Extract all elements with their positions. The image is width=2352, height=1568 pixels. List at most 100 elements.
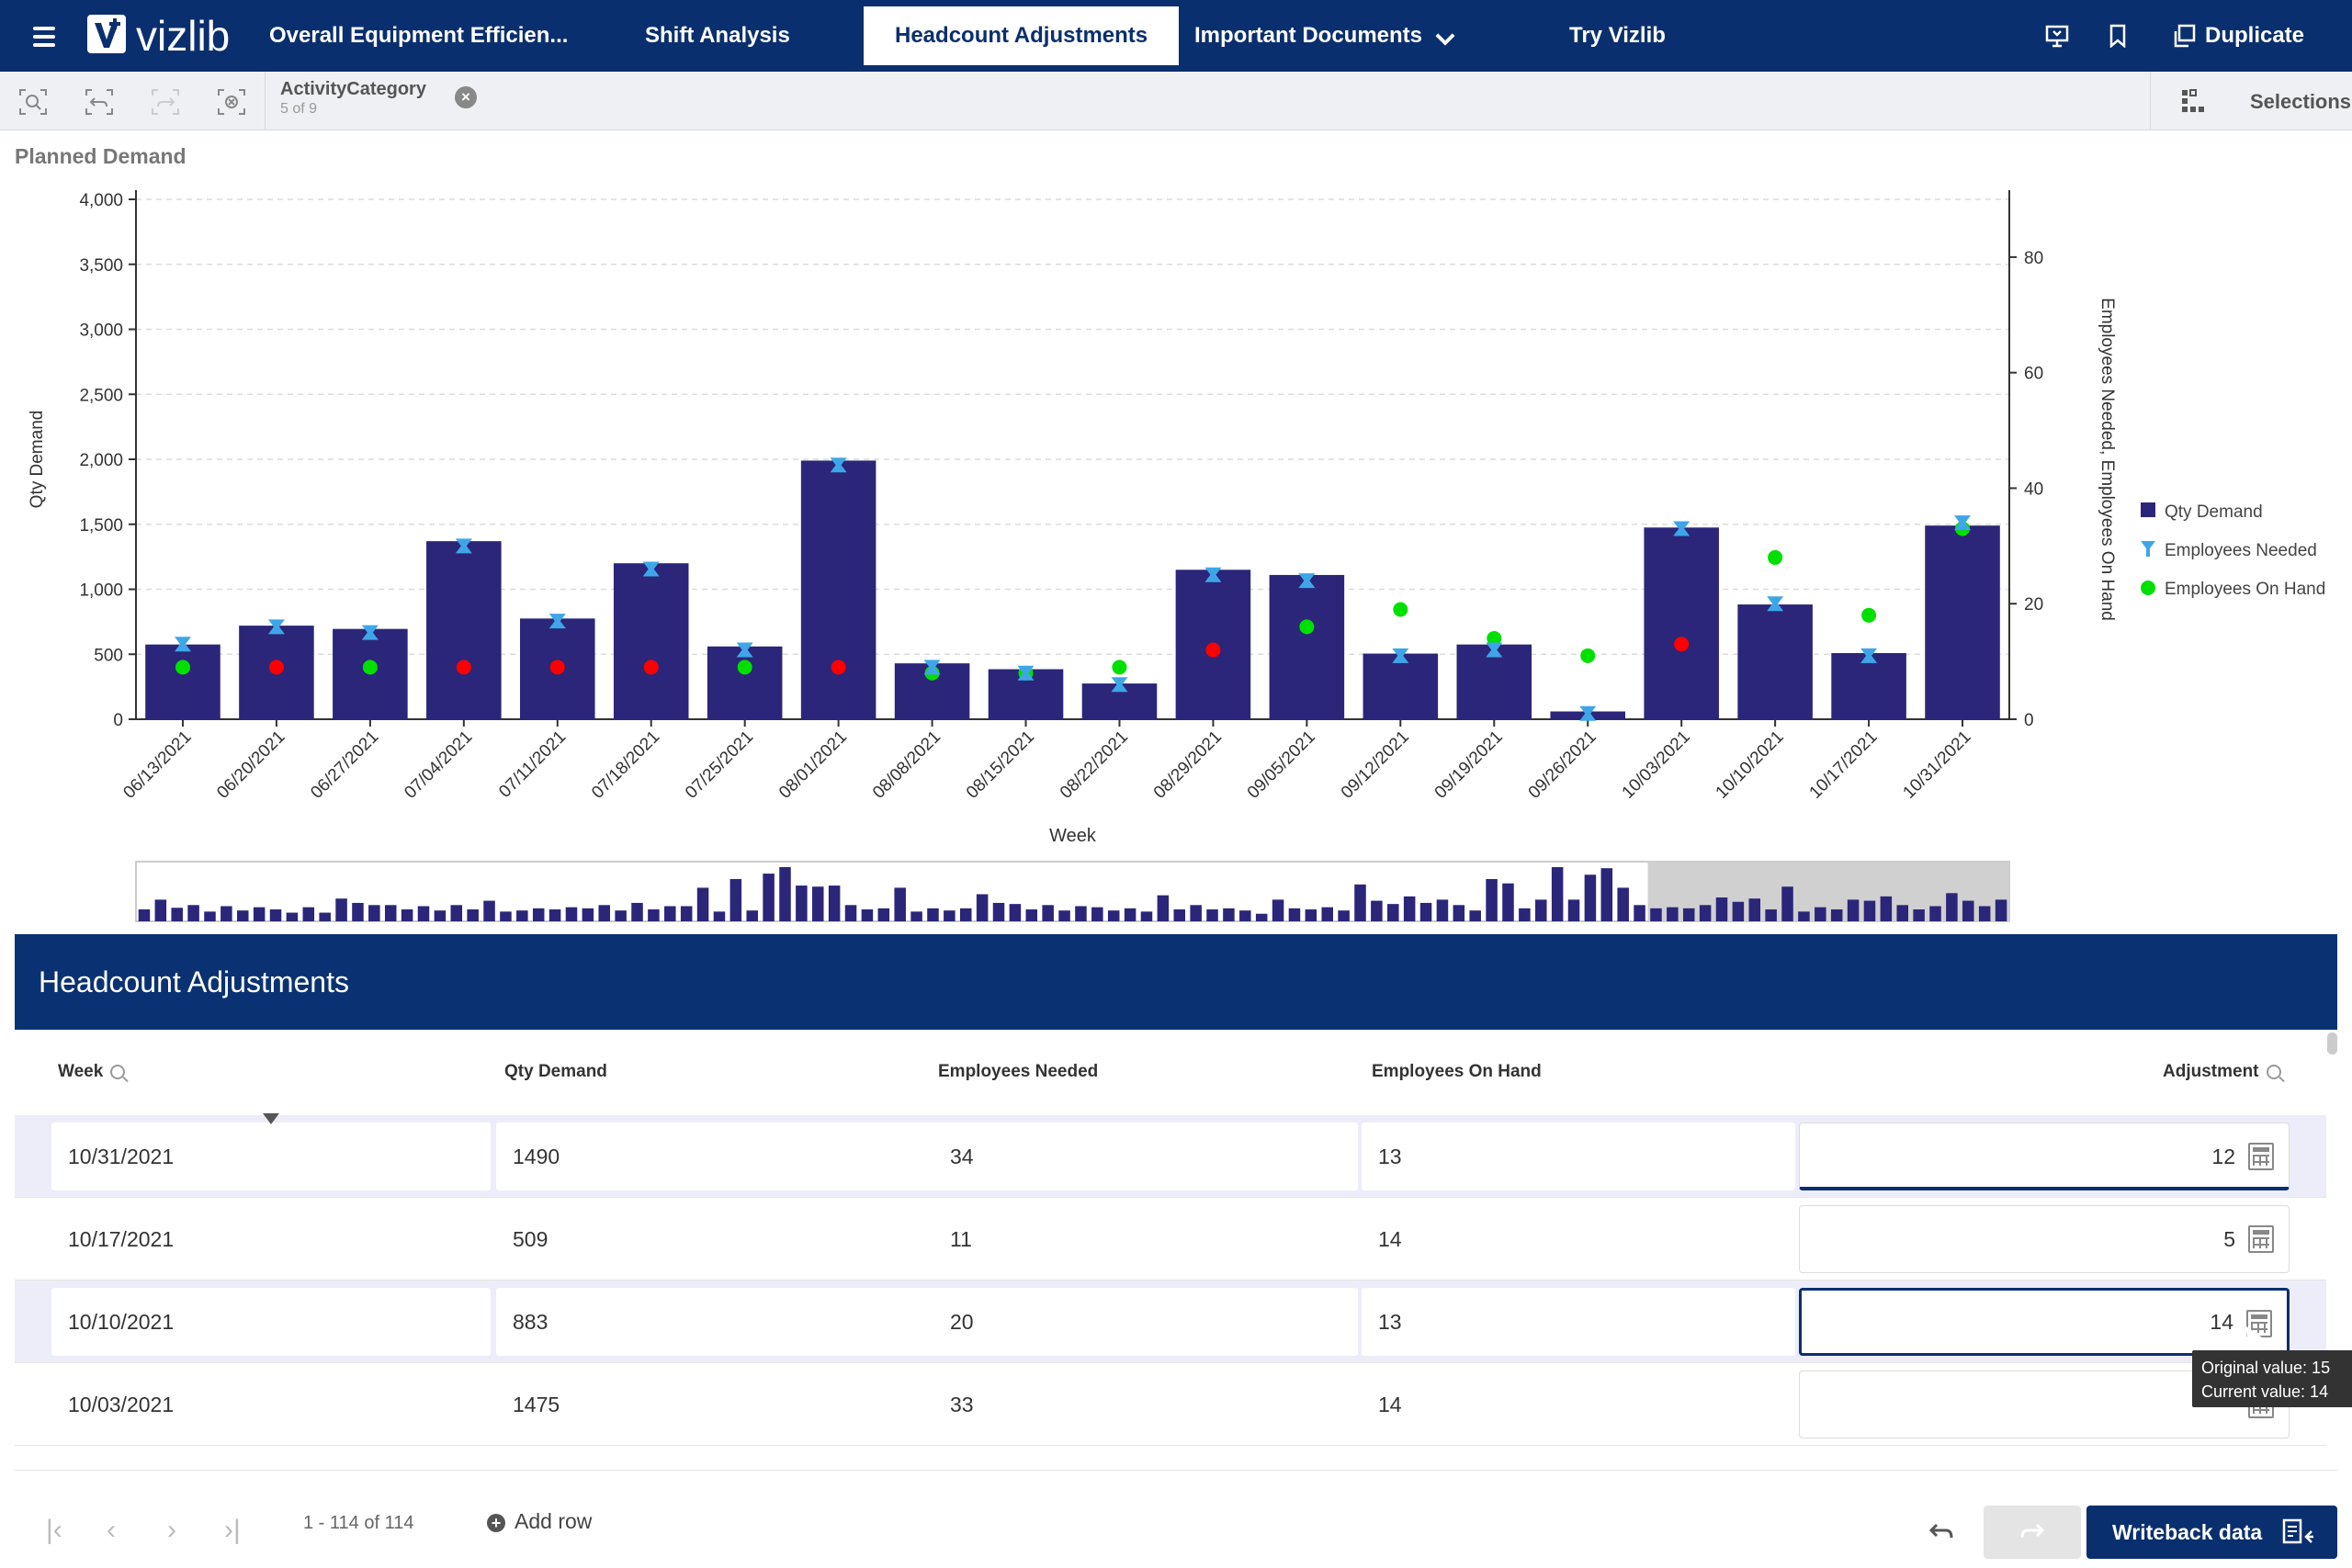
x-tick-label: 07/04/2021 — [401, 728, 476, 803]
overview-bar — [1288, 908, 1301, 921]
tab-overall-equipment-efficiency[interactable]: Overall Equipment Efficien... — [269, 23, 569, 48]
column-header-week[interactable]: Week — [58, 1062, 126, 1082]
adjustment-input-focused[interactable]: 14 — [1799, 1288, 2290, 1356]
y-tick-label: 500 — [94, 646, 123, 665]
first-page-icon[interactable]: |‹ — [46, 1515, 62, 1545]
tab-try-vizlib[interactable]: Try Vizlib — [1569, 23, 1666, 48]
writeback-label: Writeback data — [2112, 1520, 2263, 1544]
overview-bar — [1913, 909, 1925, 921]
overview-bar — [1009, 904, 1022, 921]
overview-bar — [532, 908, 545, 921]
y2-tick-label: 0 — [2024, 711, 2034, 730]
column-header-employees-on-hand[interactable]: Employees On Hand — [1372, 1062, 1542, 1081]
overview-bar — [1239, 910, 1251, 921]
employees-on-hand-cell: 13 — [1362, 1122, 1795, 1190]
add-row-button[interactable]: + Add row — [487, 1509, 592, 1534]
sort-descending-icon[interactable] — [263, 1113, 279, 1124]
column-header-adjustment[interactable]: Adjustment — [2163, 1062, 2281, 1082]
overview-bar — [236, 910, 249, 921]
close-icon[interactable]: × — [455, 86, 477, 108]
point-employees-needed — [1204, 567, 1222, 582]
table-scrollbar[interactable] — [2327, 1032, 2337, 1055]
present-icon[interactable] — [2045, 24, 2069, 48]
y2-axis-title: Employees Needed, Employees On Hand — [2098, 298, 2117, 621]
last-page-icon[interactable]: ›| — [224, 1515, 241, 1545]
duplicate-button[interactable]: Duplicate — [2205, 23, 2305, 48]
bookmark-icon[interactable] — [2106, 24, 2130, 48]
overview-bar — [1880, 896, 1893, 921]
clear-all-selections-icon[interactable] — [217, 88, 246, 116]
y-tick-label: 3,500 — [79, 256, 123, 276]
overview-bar — [976, 894, 989, 921]
bar-qty-demand — [1737, 604, 1813, 719]
previous-page-icon[interactable]: ‹ — [107, 1515, 116, 1545]
point-employees-needed — [1767, 596, 1784, 612]
overview-bar — [1436, 899, 1449, 921]
x-tick-label: 09/19/2021 — [1431, 728, 1507, 803]
overview-bar — [1634, 905, 1645, 921]
hamburger-menu-icon[interactable] — [28, 22, 61, 50]
headcount-panel-header: Headcount Adjustments — [15, 934, 2337, 1030]
undo-button[interactable] — [1907, 1506, 1975, 1559]
bar-qty-demand — [1644, 527, 1719, 719]
step-back-icon[interactable] — [85, 88, 114, 116]
duplicate-icon[interactable] — [2172, 24, 2196, 48]
overview-bar — [796, 886, 808, 921]
chevron-down-icon[interactable] — [1433, 28, 1457, 51]
overview-bar — [548, 909, 561, 921]
overview-bar — [894, 887, 906, 921]
point-employees-on-hand — [175, 660, 190, 675]
smart-search-icon[interactable] — [18, 88, 48, 116]
bar-qty-demand — [800, 460, 876, 719]
table-row[interactable]: 10/03/2021 1475 33 14 — [15, 1363, 2326, 1446]
tab-important-documents[interactable]: Important Documents — [1194, 23, 1423, 48]
overview-bar — [1847, 899, 1860, 921]
selections-button[interactable]: Selections — [2150, 72, 2352, 130]
point-employees-needed — [1486, 642, 1503, 658]
column-header-qty-demand[interactable]: Qty Demand — [504, 1062, 607, 1081]
overview-bar — [1075, 906, 1087, 921]
step-forward-icon — [152, 89, 179, 115]
legend-label: Employees Needed — [2165, 541, 2317, 560]
overview-bar — [1962, 900, 1974, 921]
calculator-icon[interactable] — [2248, 1225, 2274, 1253]
tab-headcount-adjustments[interactable]: Headcount Adjustments — [864, 6, 1180, 65]
overview-bar — [417, 906, 430, 921]
qty-demand-cell: 509 — [513, 1227, 548, 1251]
writeback-data-button[interactable]: Writeback data — [2086, 1506, 2337, 1559]
selection-chip-activity-category[interactable]: ActivityCategory 5 of 9 × — [265, 72, 485, 130]
overview-bar — [664, 906, 676, 921]
calculator-icon[interactable] — [2246, 1310, 2272, 1337]
next-page-icon[interactable]: › — [167, 1515, 176, 1545]
calculator-icon[interactable] — [2248, 1143, 2274, 1170]
overview-bar — [1830, 909, 1843, 921]
table-footer: |‹ ‹ › ›| 1 - 114 of 114 + Add row Writeb… — [15, 1470, 2337, 1562]
y-tick-label: 1,500 — [79, 516, 123, 536]
overview-bar — [861, 909, 874, 921]
overview-bar — [582, 908, 594, 921]
adjustment-input[interactable]: 5 — [1799, 1205, 2290, 1273]
week-cell: 10/03/2021 — [68, 1393, 175, 1416]
point-employees-needed — [830, 457, 847, 473]
overview-bar — [335, 898, 347, 921]
table-row[interactable]: 10/10/2021 883 20 13 14 — [15, 1280, 2326, 1363]
table-row[interactable]: 10/31/2021 1490 34 13 12 — [15, 1115, 2326, 1198]
overview-bar — [1715, 897, 1728, 921]
point-employees-needed — [1017, 665, 1035, 681]
table-row[interactable]: 10/17/2021 509 11 14 5 — [15, 1198, 2326, 1280]
search-icon[interactable] — [110, 1065, 126, 1079]
bar-qty-demand — [1269, 574, 1345, 719]
overview-bar — [746, 910, 758, 921]
column-header-employees-needed[interactable]: Employees Needed — [938, 1062, 1099, 1081]
overview-bar — [1255, 913, 1268, 921]
bar-qty-demand — [426, 541, 502, 719]
overview-bar — [1058, 910, 1070, 921]
point-employees-needed — [1579, 705, 1597, 721]
overview-bar — [1190, 905, 1202, 921]
bar-qty-demand — [707, 646, 783, 719]
search-icon[interactable] — [2266, 1065, 2281, 1079]
overview-bar — [286, 912, 299, 921]
tab-shift-analysis[interactable]: Shift Analysis — [645, 23, 790, 48]
adjustment-input[interactable]: 12 — [1799, 1122, 2290, 1190]
point-employees-on-hand — [643, 660, 659, 675]
